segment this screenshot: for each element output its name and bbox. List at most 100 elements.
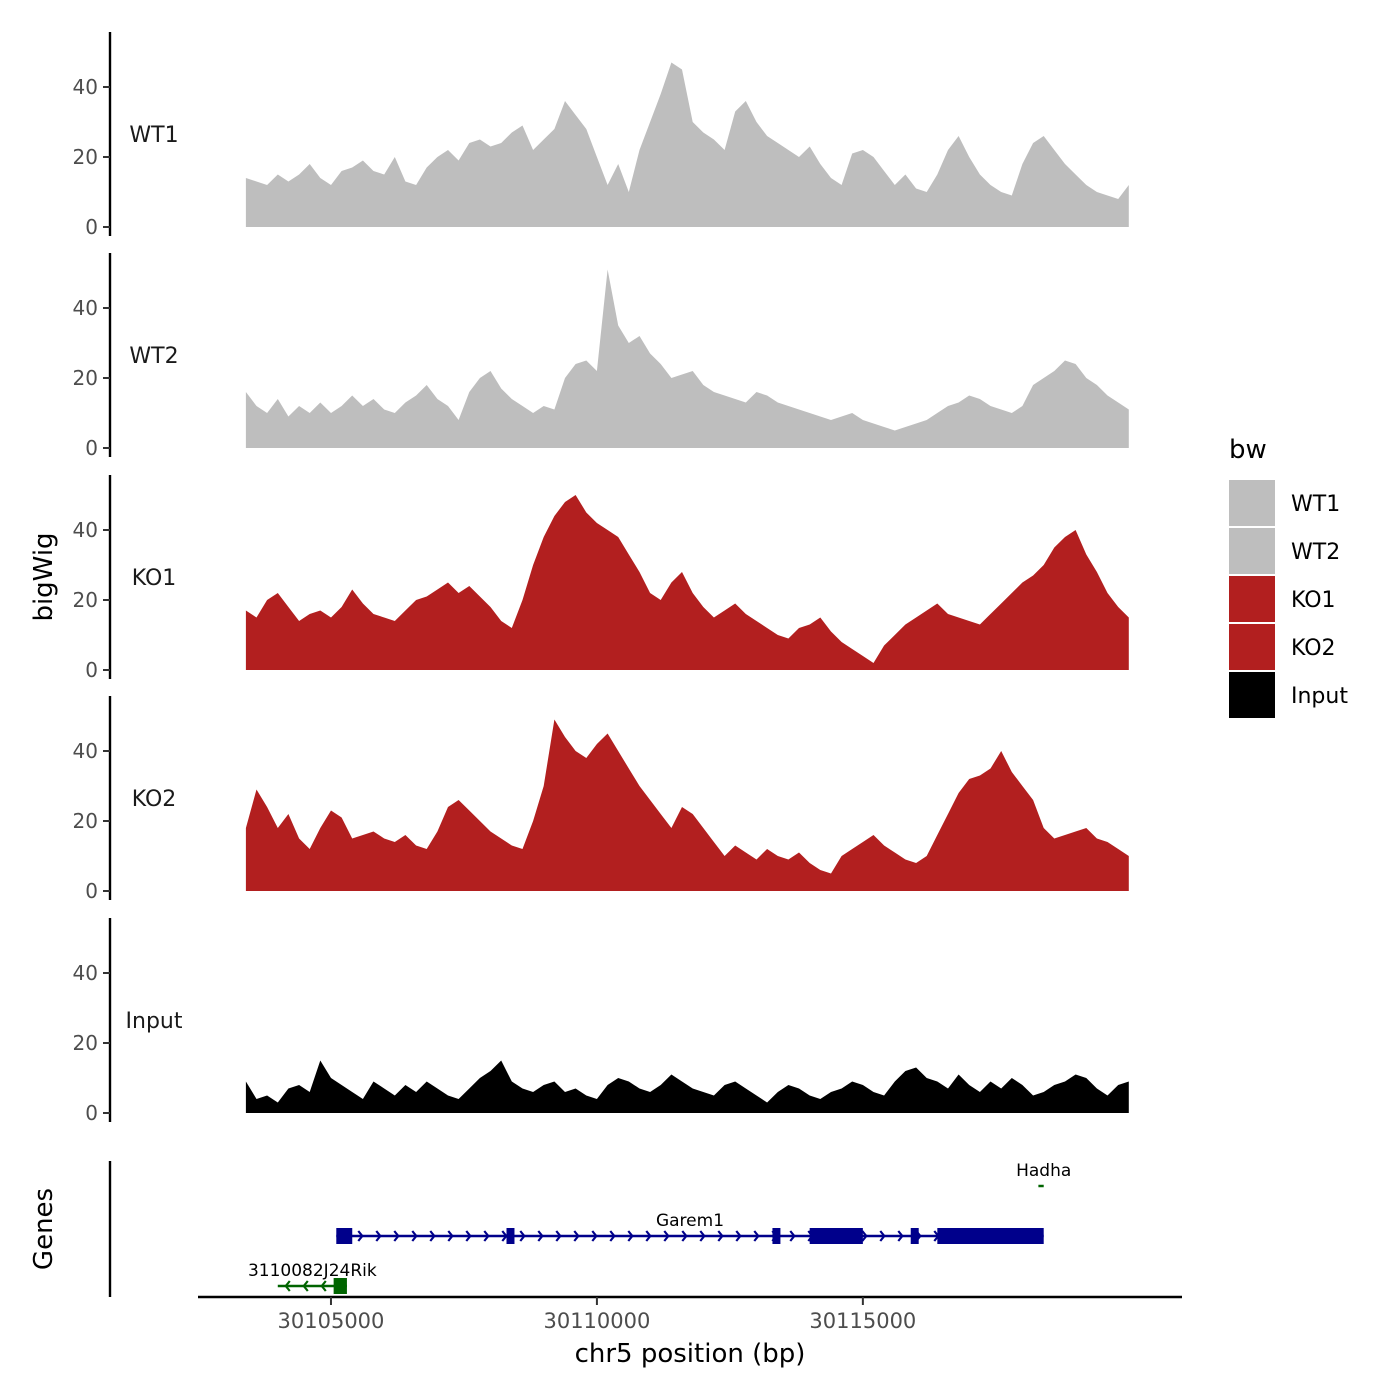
- track-wt2: 0 20 40 WT2: [73, 253, 1129, 460]
- y-tick-label: 0: [85, 215, 98, 239]
- strand-arrow: [663, 1230, 670, 1242]
- area-input: [245, 1060, 1129, 1113]
- strand-arrow: [519, 1230, 526, 1242]
- exon: [772, 1228, 781, 1244]
- exon: [336, 1228, 353, 1244]
- strand-arrow: [447, 1230, 454, 1242]
- y-tick-label: 0: [85, 879, 98, 903]
- strand-arrow: [573, 1230, 580, 1242]
- genes-axis-title: Genes: [29, 1188, 59, 1270]
- strand-arrow: [411, 1230, 418, 1242]
- y-tick-label: 40: [73, 296, 98, 320]
- y-tick-label: 20: [73, 588, 98, 612]
- strand-arrow: [789, 1230, 796, 1242]
- legend-label: WT1: [1291, 492, 1340, 517]
- x-tick-label: 30105000: [278, 1309, 385, 1333]
- x-tick-label: 30110000: [543, 1309, 650, 1333]
- track-ko2: 0 20 40 KO2: [73, 696, 1129, 903]
- strand-arrow: [375, 1230, 382, 1242]
- strand-arrow: [627, 1230, 634, 1242]
- strand-arrow: [645, 1230, 652, 1242]
- legend-swatch: [1229, 528, 1275, 574]
- strand-arrow: [897, 1230, 904, 1242]
- strand-arrow: [555, 1230, 562, 1242]
- legend-swatch: [1229, 480, 1275, 526]
- exon: [333, 1278, 347, 1294]
- legend-swatch: [1229, 672, 1275, 718]
- strand-arrow: [465, 1230, 472, 1242]
- gene-label: 3110082J24Rik: [248, 1261, 377, 1281]
- area-wt1: [245, 62, 1129, 227]
- y-tick-label: 20: [73, 366, 98, 390]
- legend-swatch: [1229, 624, 1275, 670]
- strand-arrow: [879, 1230, 886, 1242]
- strand-arrow: [284, 1280, 291, 1292]
- gene-label: Hadha: [1016, 1161, 1071, 1181]
- y-tick-label: 20: [73, 145, 98, 169]
- y-tick-label: 0: [85, 1101, 98, 1125]
- strand-arrow: [717, 1230, 724, 1242]
- genes-track: Garem1 3110082J24Rik Hadha: [108, 1161, 1071, 1297]
- legend-entry-ko1: KO1: [1229, 576, 1336, 622]
- y-tick-label: 20: [73, 1031, 98, 1055]
- coverage-tracks: 0 20 40 WT1 0 20 40 WT2 0 20 40 KO1 0 20 40 KO2 0 20 40 Inp…: [73, 32, 1129, 1125]
- legend-entry-ko2: KO2: [1229, 624, 1336, 670]
- strand-arrow: [483, 1230, 490, 1242]
- gene-label: Garem1: [656, 1211, 724, 1231]
- legend-label: KO2: [1291, 636, 1336, 661]
- track-label: KO1: [132, 566, 177, 591]
- strand-arrow: [609, 1230, 616, 1242]
- track-label: Input: [126, 1009, 183, 1034]
- y-tick-label: 40: [73, 75, 98, 99]
- x-axis: 30105000 30110000 30115000: [198, 1295, 1182, 1333]
- exon: [910, 1228, 919, 1244]
- gene-3110082j24rik: 3110082J24Rik: [248, 1261, 377, 1294]
- legend-label: KO1: [1291, 588, 1336, 613]
- legend-entry-input: Input: [1229, 672, 1348, 718]
- legend-label: WT2: [1291, 540, 1340, 565]
- strand-arrow: [302, 1280, 309, 1292]
- exon: [506, 1228, 515, 1244]
- x-tick-label: 30115000: [809, 1309, 916, 1333]
- strand-arrow: [501, 1230, 508, 1242]
- legend-label: Input: [1291, 684, 1348, 709]
- strand-arrow: [681, 1230, 688, 1242]
- track-label: WT2: [129, 344, 178, 369]
- track-wt1: 0 20 40 WT1: [73, 32, 1129, 239]
- track-input: 0 20 40 Input: [73, 918, 1129, 1125]
- y-tick-label: 40: [73, 961, 98, 985]
- legend-entry-wt1: WT1: [1229, 480, 1340, 526]
- strand-arrow: [735, 1230, 742, 1242]
- y-tick-label: 0: [85, 436, 98, 460]
- strand-arrow: [429, 1230, 436, 1242]
- area-ko2: [245, 719, 1129, 891]
- track-ko1: 0 20 40 KO1: [73, 475, 1129, 682]
- y-tick-label: 40: [73, 739, 98, 763]
- track-label: WT1: [129, 123, 178, 148]
- exon: [937, 1228, 1044, 1244]
- y-tick-label: 0: [85, 658, 98, 682]
- y-tick-label: 20: [73, 809, 98, 833]
- strand-arrow: [320, 1280, 327, 1292]
- legend: bw WT1 WT2 KO1 KO2 Input: [1229, 435, 1348, 718]
- legend-entry-wt2: WT2: [1229, 528, 1340, 574]
- strand-arrow: [699, 1230, 706, 1242]
- y-axis-title: bigWig: [29, 532, 59, 621]
- strand-arrow: [357, 1230, 364, 1242]
- exon: [809, 1228, 863, 1244]
- track-label: KO2: [132, 787, 177, 812]
- strand-arrow: [537, 1230, 544, 1242]
- gene-hadha: Hadha: [1016, 1161, 1071, 1188]
- strand-arrow: [753, 1230, 760, 1242]
- strand-arrow: [591, 1230, 598, 1242]
- area-ko1: [245, 495, 1129, 670]
- gene-garem1: Garem1: [336, 1211, 1044, 1244]
- x-axis-title: chr5 position (bp): [575, 1339, 806, 1369]
- legend-swatch: [1229, 576, 1275, 622]
- strand-arrow: [393, 1230, 400, 1242]
- y-tick-label: 40: [73, 518, 98, 542]
- area-wt2: [245, 269, 1129, 448]
- legend-title: bw: [1229, 435, 1267, 465]
- strand-arrow: [861, 1230, 868, 1242]
